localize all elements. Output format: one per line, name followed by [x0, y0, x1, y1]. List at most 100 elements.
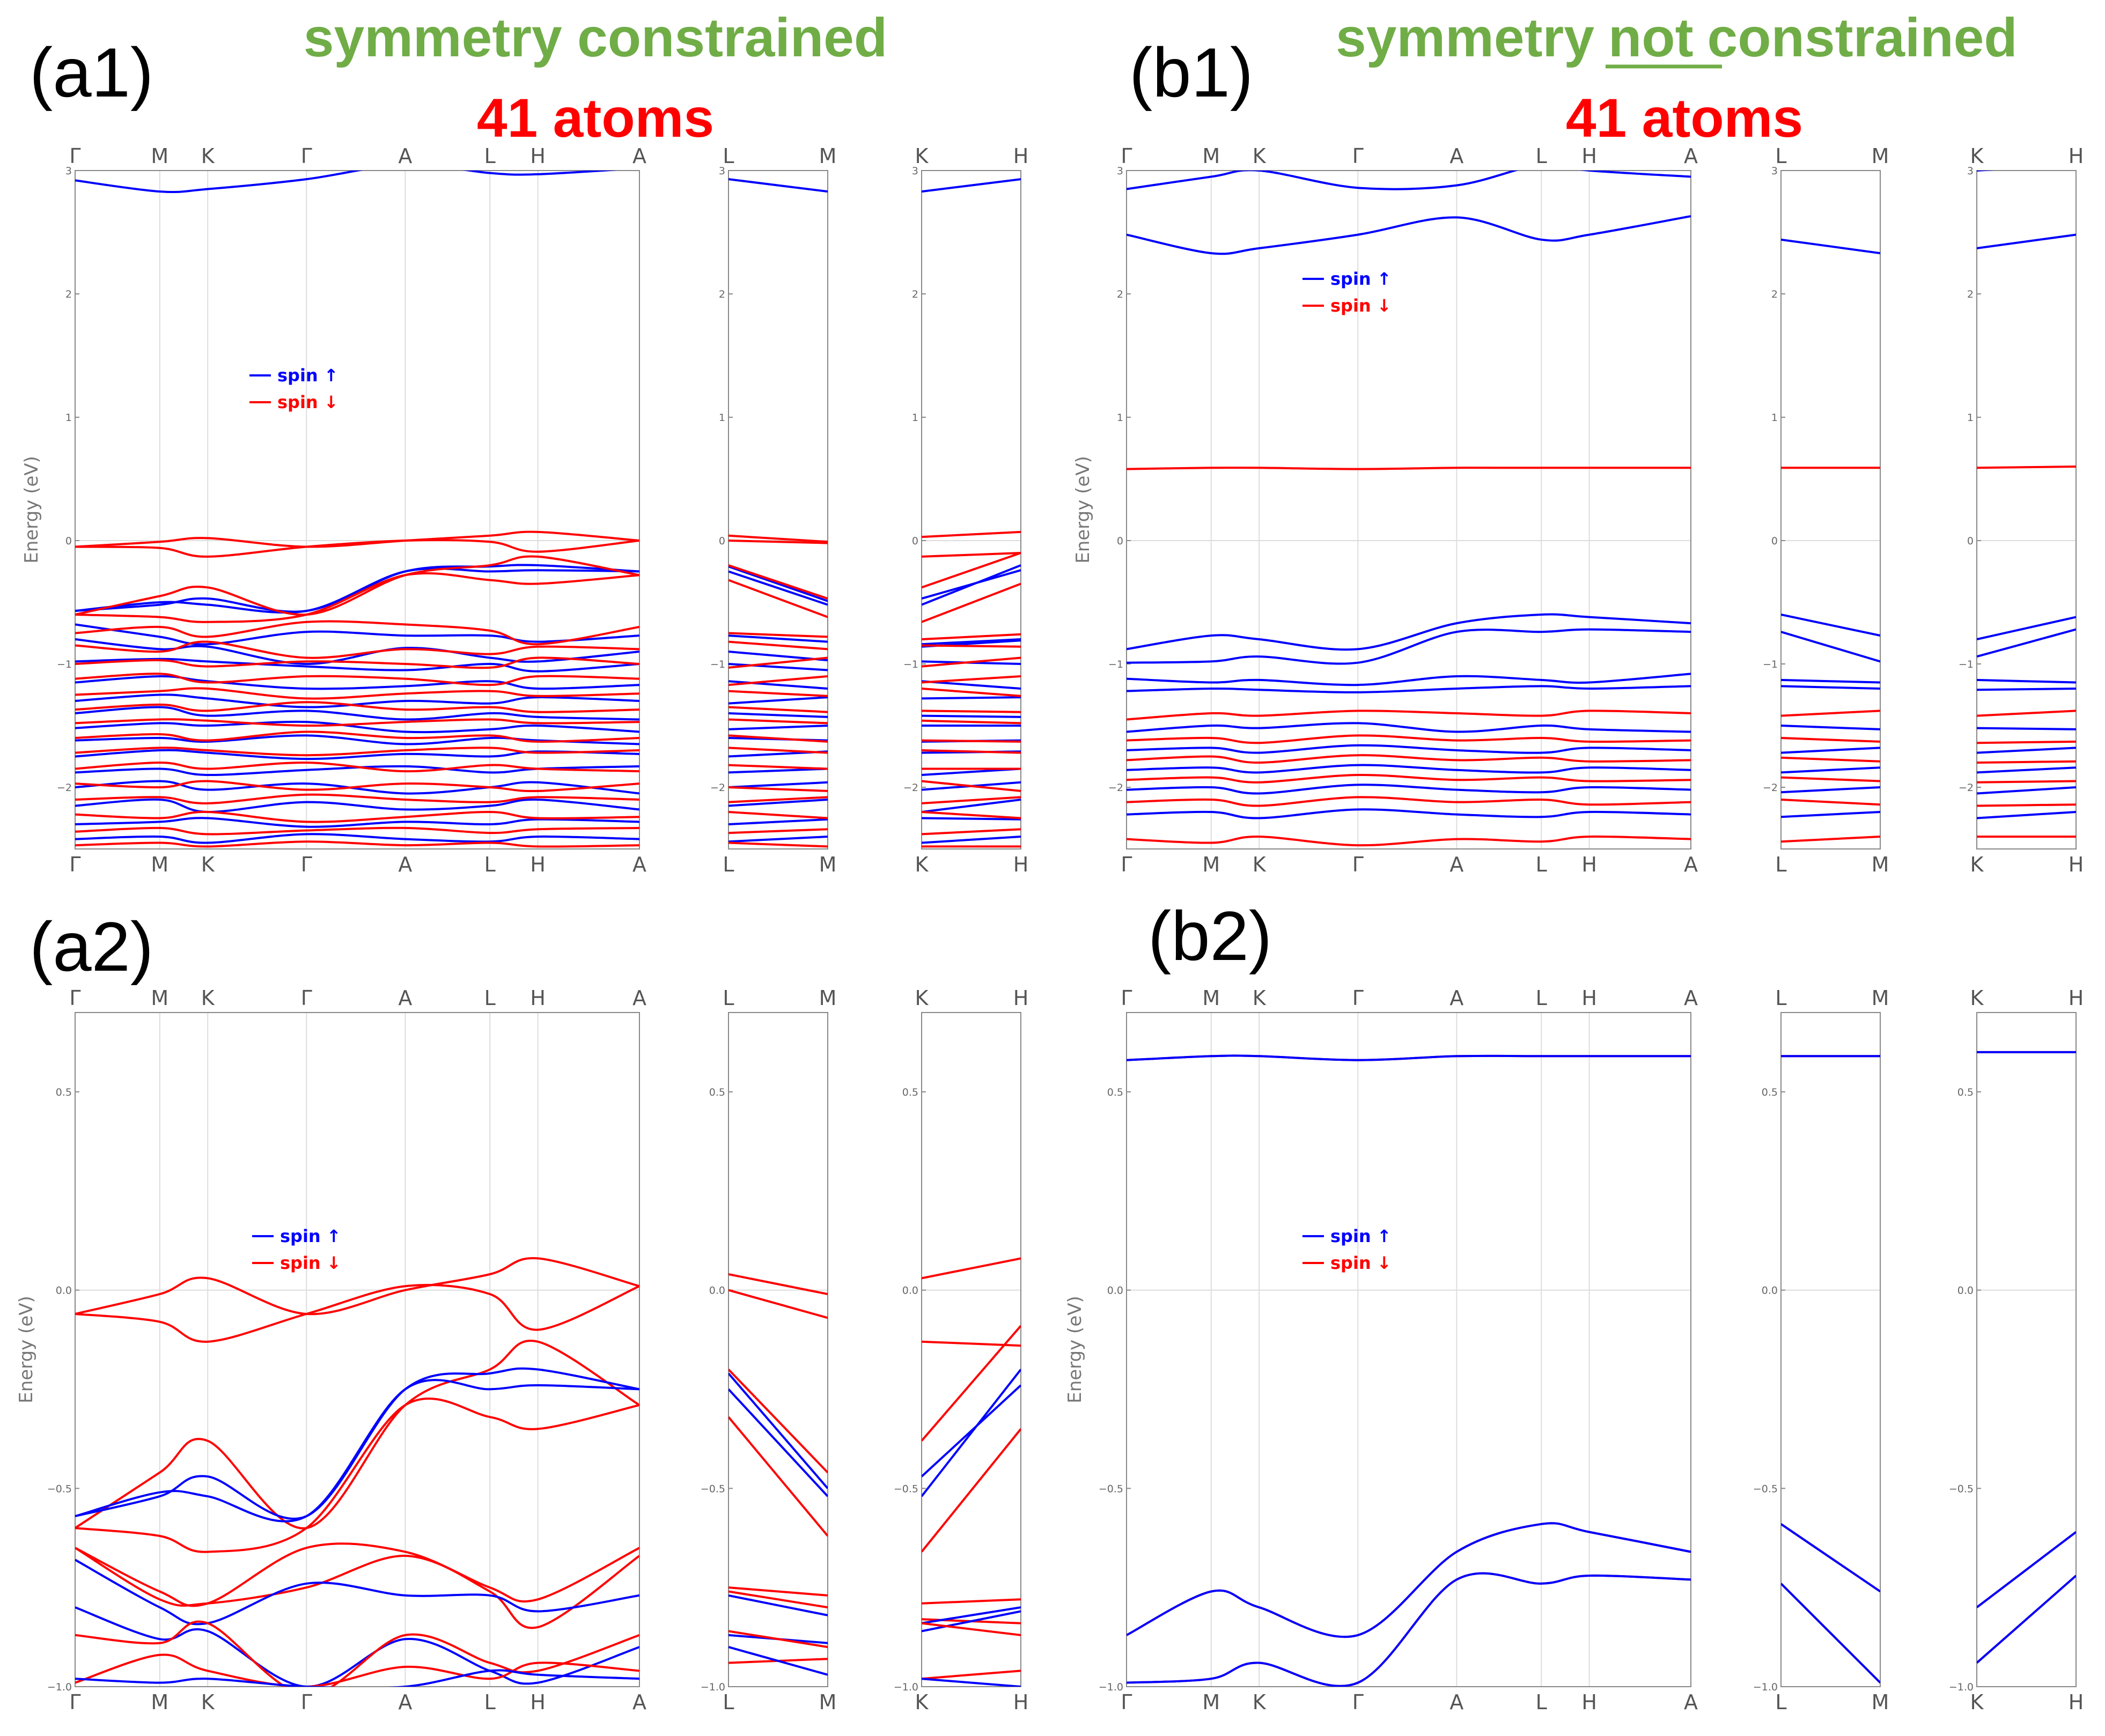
band-up-b1-0-6: [1127, 685, 1691, 693]
segment-b2-2: −1.0 −0.5 0.0 0.5 K K H H: [1949, 986, 2084, 1714]
band-down-a2-1-6: [728, 1586, 828, 1597]
band-down-a1-1-31: [728, 786, 828, 792]
segment-b2-1: −1.0 −0.5 0.0 0.5 L L M M: [1753, 986, 1889, 1714]
band-down-a1-2-26: [922, 710, 1021, 713]
band-down-a1-2-32: [922, 796, 1021, 804]
ytick-label-b2-1-2: 0.0: [1762, 1285, 1778, 1297]
band-up-b1-0-1: [1127, 215, 1691, 255]
bands-b1-1: [1781, 165, 1880, 843]
band-down-a1-0-28: [75, 730, 639, 743]
kpoint-top-b1-0-3: Γ: [1352, 144, 1364, 168]
kpoint-top-b1-0-0: Γ: [1121, 144, 1132, 168]
band-up-b1-2-12: [1977, 766, 2076, 774]
band-up-b1-1-16: [1781, 811, 1880, 818]
ytick-label-a2-2-1: −0.5: [894, 1483, 918, 1495]
band-down-a2-0-6: [75, 1542, 639, 1607]
band-up-b2-0-5: [1127, 1572, 1691, 1687]
kpoint-bottom-b1-2-1: H: [2069, 853, 2084, 876]
y-axis-label-b1: Energy (eV): [1072, 456, 1094, 564]
band-down-b1-2-9: [1977, 740, 2076, 744]
kpoint-top-b1-2-0: K: [1970, 144, 1984, 168]
segment-a2-0: −1.0 −0.5 0.0 0.5 Γ Γ M M K K Γ Γ A A L L H H A A: [47, 986, 646, 1714]
band-down-a1-1-25: [728, 690, 828, 697]
ytick-label-a1-2-1: −1: [903, 659, 918, 670]
band-up-a1-2-7: [922, 696, 1021, 700]
band-up-b1-1-12: [1781, 766, 1880, 774]
band-down-a1-2-29: [922, 749, 1021, 754]
kpoint-bottom-a1-0-6: H: [530, 853, 546, 876]
band-up-b1-0-14: [1127, 784, 1691, 795]
panel-label-b1: (b1): [1129, 33, 1253, 112]
ytick-label-b1-0-0: −2: [1108, 782, 1123, 794]
legend-down-label-b2: spin ↓: [1330, 1253, 1392, 1273]
band-up-b1-1-10: [1781, 747, 1880, 754]
kpoint-bottom-b2-1-0: L: [1775, 1690, 1786, 1714]
segment-a2-1: −1.0 −0.5 0.0 0.5 L L M M: [701, 986, 837, 1714]
band-up-b1-2-14: [1977, 786, 2076, 795]
band-up-b2-2-3: [1977, 1531, 2076, 1608]
frame-b1-2: [1976, 170, 2077, 849]
kpoint-top-b2-0-0: Γ: [1121, 986, 1132, 1010]
kpoint-bottom-a2-0-5: L: [484, 1690, 496, 1714]
band-down-a1-2-33: [922, 811, 1021, 819]
band-up-a1-0-3: [75, 623, 639, 646]
band-up-b2-0-3: [1127, 1522, 1691, 1638]
band-down-a1-0-35: [75, 840, 639, 848]
kpoint-bottom-a1-0-4: A: [398, 853, 412, 876]
band-up-a2-0-9: [75, 1606, 639, 1687]
ytick-label-b2-2-2: 0.0: [1957, 1285, 1974, 1297]
ytick-label-b2-0-1: −0.5: [1099, 1483, 1123, 1495]
band-up-a1-2-8: [922, 714, 1021, 718]
ytick-label-a1-1-0: −2: [710, 782, 725, 794]
kpoint-top-a2-0-4: A: [398, 986, 412, 1010]
kpoint-bottom-a1-0-1: M: [151, 853, 168, 876]
band-down-a1-1-29: [728, 747, 828, 754]
frame-a2-2: [921, 1012, 1021, 1687]
band-up-a2-2-4: [922, 1369, 1021, 1497]
ytick-label-a2-0-1: −0.5: [47, 1483, 72, 1495]
band-up-a1-1-6: [728, 680, 828, 690]
ytick-label-a2-0-3: 0.5: [56, 1087, 72, 1098]
band-up-a1-1-7: [728, 696, 828, 705]
kpoint-top-a1-1-1: M: [819, 144, 837, 168]
band-down-a1-1-30: [728, 764, 828, 770]
band-up-b1-2-4: [1977, 628, 2076, 658]
band-down-b1-0-11: [1127, 754, 1691, 764]
band-up-b1-2-10: [1977, 747, 2076, 754]
band-down-a2-0-1: [75, 1283, 639, 1343]
frame-a1-1: [728, 170, 828, 849]
band-up-a2-1-5: [728, 1388, 828, 1497]
kpoint-bottom-a1-1-0: L: [723, 853, 734, 876]
ytick-label-b2-1-1: −0.5: [1753, 1483, 1778, 1495]
band-down-a1-0-34: [75, 826, 639, 836]
band-up-b2-0-1: [1127, 1054, 1691, 1061]
kpoint-top-a1-0-3: Γ: [301, 144, 312, 168]
band-down-a1-0-22: [75, 640, 639, 659]
ytick-label-a1-1-5: 3: [719, 165, 725, 177]
bands-b2-1: [1781, 1055, 1880, 1684]
kpoint-bottom-b1-0-1: M: [1202, 853, 1220, 876]
ytick-label-b1-0-2: 0: [1117, 535, 1123, 547]
ytick-label-a1-0-2: 0: [65, 535, 72, 547]
band-up-a1-2-15: [922, 817, 1021, 821]
band-down-b1-1-17: [1781, 836, 1880, 843]
band-down-a1-0-26: [75, 701, 639, 713]
kpoint-bottom-b1-0-4: A: [1449, 853, 1463, 876]
ytick-label-a1-2-5: 3: [912, 165, 918, 177]
kpoint-bottom-b2-0-7: A: [1684, 1690, 1698, 1714]
band-up-b1-1-2: [1781, 165, 1880, 168]
frame-b2-2: [1976, 1012, 2077, 1687]
band-up-b1-1-3: [1781, 614, 1880, 637]
kpoint-top-a2-1-0: L: [723, 986, 734, 1010]
band-down-b1-1-13: [1781, 776, 1880, 782]
band-down-a2-2-1: [922, 1340, 1021, 1347]
ytick-label-a1-2-3: 1: [912, 412, 918, 424]
legend-up-label-a2: spin ↑: [280, 1226, 341, 1246]
kpoint-bottom-b2-1-1: M: [1872, 1690, 1889, 1714]
band-up-a1-0-9: [75, 720, 639, 734]
band-up-a1-1-0: [728, 178, 828, 193]
kpoint-bottom-a2-1-0: L: [723, 1690, 734, 1714]
band-up-a1-1-16: [728, 836, 828, 843]
band-down-a1-0-18: [75, 539, 639, 558]
